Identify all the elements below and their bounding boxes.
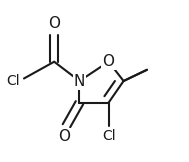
Text: O: O <box>58 129 70 144</box>
Text: Cl: Cl <box>6 74 19 88</box>
Text: Cl: Cl <box>102 129 115 143</box>
Text: N: N <box>74 74 85 88</box>
Text: O: O <box>48 16 60 31</box>
Text: O: O <box>103 54 115 69</box>
